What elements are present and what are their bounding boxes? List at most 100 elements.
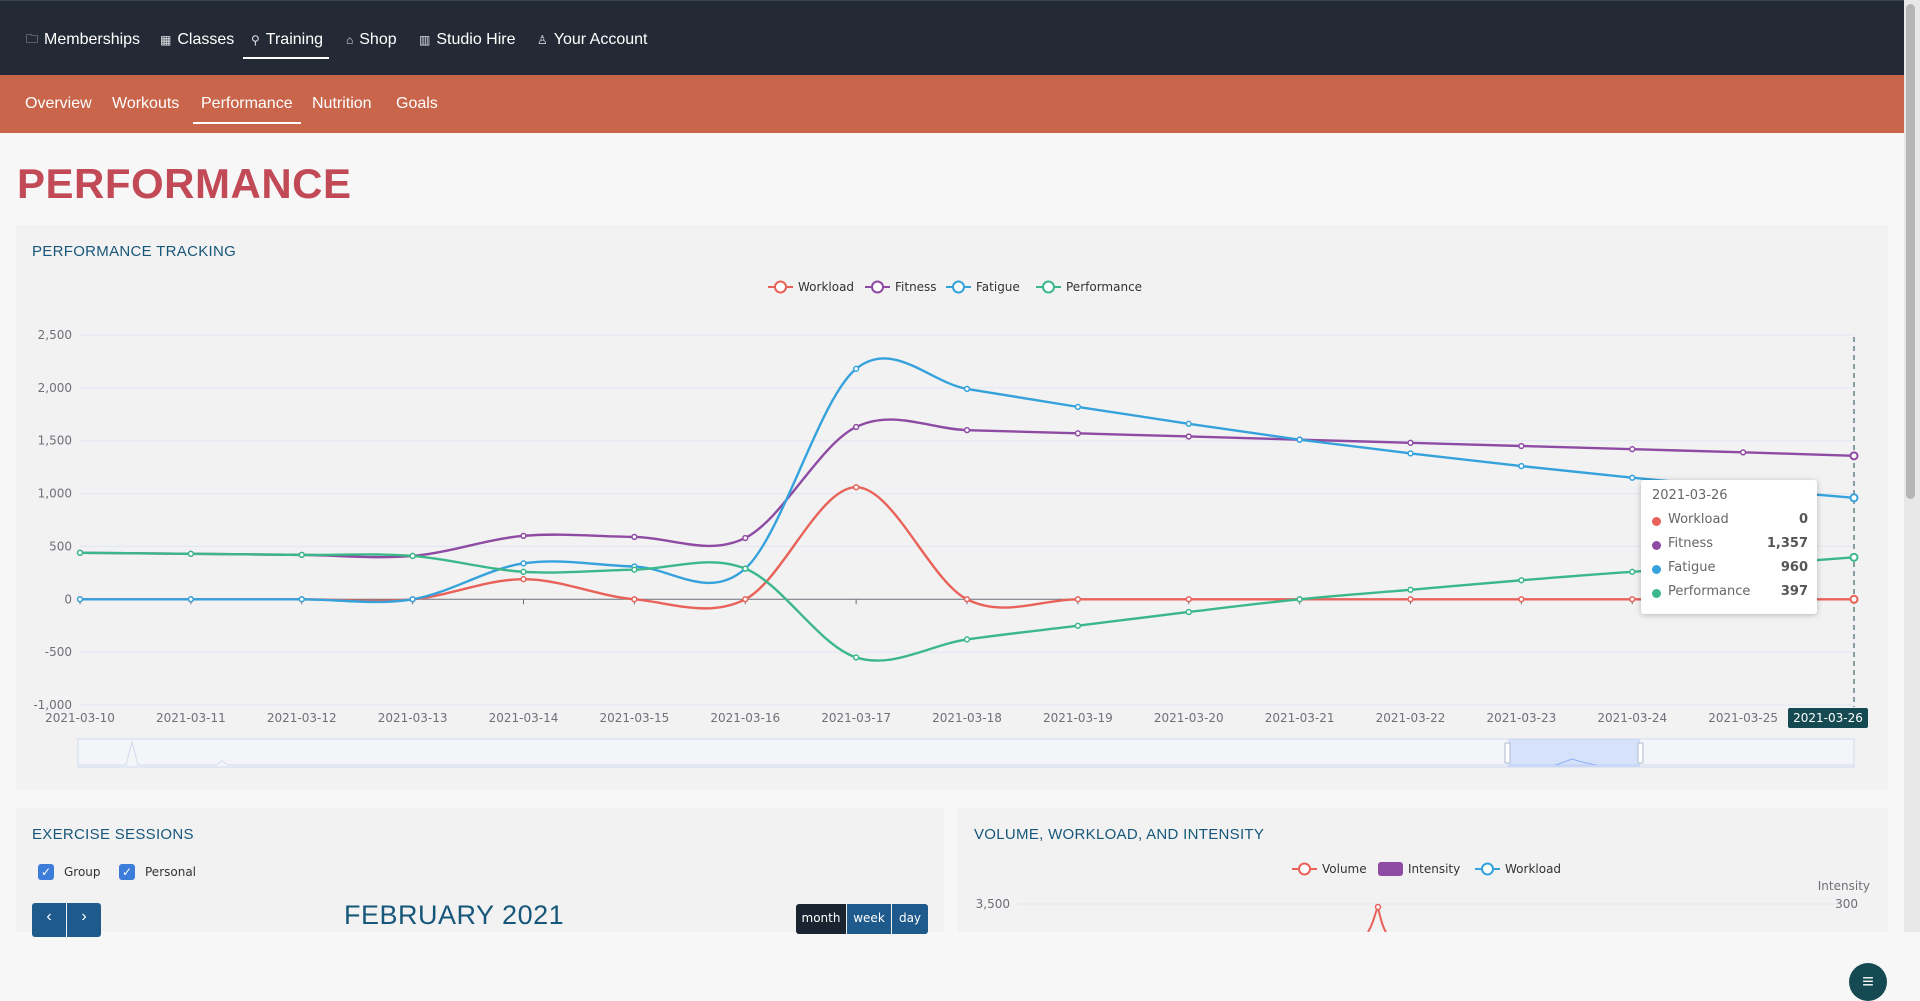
data-point-performance[interactable]: [1185, 608, 1192, 616]
data-point-fitness[interactable]: [1407, 439, 1414, 446]
subnav-overview[interactable]: Overview: [25, 95, 92, 112]
data-point-fatigue[interactable]: [852, 365, 860, 372]
group-filter-label: Group: [64, 865, 101, 879]
data-point-fatigue[interactable]: [963, 385, 971, 393]
data-point-workload[interactable]: [1185, 596, 1192, 603]
legend-label-volume[interactable]: Volume: [1322, 862, 1367, 876]
legend-label-workload[interactable]: Workload: [1505, 862, 1561, 876]
nav-memberships[interactable]: 🗀 Memberships: [26, 26, 140, 54]
view-day-button[interactable]: day: [892, 904, 928, 934]
data-point-fitness[interactable]: [1629, 446, 1636, 453]
chart-menu-button[interactable]: ≡: [1849, 963, 1887, 1001]
legend-label-workload[interactable]: Workload: [798, 280, 854, 294]
performance-chart[interactable]: 2,5002,0001,5001,0005000-500-1,0002021-0…: [16, 225, 1888, 790]
data-point-fitness[interactable]: [1849, 451, 1859, 461]
legend-label-fatigue[interactable]: Fatigue: [976, 280, 1020, 294]
data-point-fitness[interactable]: [520, 532, 527, 540]
group-filter-checkbox[interactable]: ✓ Group: [38, 864, 101, 880]
data-point-fatigue[interactable]: [1629, 474, 1636, 481]
data-point-fitness[interactable]: [963, 426, 971, 434]
data-point-fatigue[interactable]: [76, 596, 84, 603]
data-point-workload[interactable]: [631, 596, 638, 603]
data-point-workload[interactable]: [1074, 596, 1082, 603]
nav-classes[interactable]: ▦ Classes: [160, 26, 234, 54]
data-point-fatigue[interactable]: [1407, 450, 1414, 457]
data-point-fatigue[interactable]: [520, 560, 527, 567]
nav-shop[interactable]: ⌂ Shop: [346, 26, 397, 54]
data-point-performance[interactable]: [1296, 596, 1303, 603]
nav-your-account[interactable]: ♙ Your Account: [537, 26, 647, 54]
y-tick-label: -500: [45, 645, 72, 659]
data-point-performance[interactable]: [298, 551, 305, 559]
legend-marker-workload[interactable]: [1481, 862, 1494, 876]
performance-tracking-card: PERFORMANCE TRACKING 2,500 2,000 1,500 1,00…: [16, 225, 1888, 1001]
data-point-fatigue[interactable]: [1518, 462, 1525, 470]
data-point-performance[interactable]: [1518, 577, 1525, 584]
scrollbar-thumb[interactable]: [1906, 4, 1915, 499]
data-point-workload[interactable]: [1849, 594, 1859, 604]
legend-marker-workload[interactable]: [774, 280, 787, 294]
datazoom-selection[interactable]: [1508, 739, 1640, 767]
data-point-fatigue[interactable]: [409, 596, 416, 603]
data-point-workload[interactable]: [742, 596, 749, 603]
legend-marker-performance[interactable]: [1042, 280, 1055, 294]
subnav-nutrition[interactable]: Nutrition: [312, 95, 372, 112]
calendar-next-button[interactable]: ›: [67, 903, 101, 937]
data-point-performance[interactable]: [963, 636, 971, 643]
data-point-performance[interactable]: [1074, 622, 1082, 629]
data-point-fatigue[interactable]: [187, 596, 195, 603]
data-point-fitness[interactable]: [631, 533, 638, 541]
data-point-workload[interactable]: [1518, 596, 1525, 603]
data-point-fitness[interactable]: [1518, 442, 1525, 450]
data-point-fitness[interactable]: [1185, 433, 1192, 440]
legend-label-intensity[interactable]: Intensity: [1408, 862, 1460, 876]
legend-label-performance[interactable]: Performance: [1066, 280, 1142, 294]
data-point-fatigue[interactable]: [1849, 493, 1859, 503]
subnav-workouts[interactable]: Workouts: [112, 95, 180, 112]
subnav-goals[interactable]: Goals: [396, 95, 438, 112]
x-tick-label: 2021-03-14: [489, 711, 559, 725]
data-point-performance[interactable]: [187, 550, 195, 557]
legend-marker-volume[interactable]: [1298, 862, 1311, 876]
data-point-performance[interactable]: [631, 566, 638, 573]
data-point-volume[interactable]: [1374, 903, 1382, 911]
y-tick-label: 0: [64, 592, 72, 606]
data-point-fatigue[interactable]: [1185, 420, 1192, 427]
data-point-fitness[interactable]: [1074, 430, 1082, 437]
data-point-performance[interactable]: [409, 552, 416, 560]
data-point-performance[interactable]: [852, 654, 860, 661]
personal-filter-checkbox[interactable]: ✓ Personal: [119, 864, 196, 880]
data-point-performance[interactable]: [1407, 586, 1414, 593]
data-point-workload[interactable]: [963, 596, 971, 603]
data-point-fatigue[interactable]: [1296, 436, 1303, 443]
legend-label-fitness[interactable]: Fitness: [895, 280, 937, 294]
datazoom-track[interactable]: [77, 738, 1855, 768]
data-point-fitness[interactable]: [852, 423, 860, 431]
data-point-performance[interactable]: [1629, 568, 1636, 575]
data-point-workload[interactable]: [1629, 596, 1636, 603]
data-point-fitness[interactable]: [742, 534, 749, 542]
nav-label: Classes: [177, 31, 235, 48]
data-point-workload[interactable]: [1407, 596, 1414, 603]
data-point-fatigue[interactable]: [298, 596, 305, 603]
data-point-fatigue[interactable]: [1074, 403, 1082, 411]
volume-chart[interactable]: Volume Intensity Workload Intensity 3,500 300: [958, 808, 1888, 932]
datazoom-left-handle[interactable]: [1504, 742, 1511, 764]
view-month-button[interactable]: month: [796, 904, 846, 934]
calendar-prev-button[interactable]: ‹: [32, 903, 66, 937]
data-point-performance[interactable]: [76, 549, 84, 556]
data-point-performance[interactable]: [742, 565, 749, 572]
nav-studio-hire[interactable]: ▥ Studio Hire: [419, 26, 516, 54]
legend-marker-intensity[interactable]: [1378, 862, 1403, 876]
legend-marker-fatigue[interactable]: [952, 280, 965, 294]
data-point-performance[interactable]: [1849, 552, 1859, 562]
data-point-workload[interactable]: [520, 576, 527, 583]
data-point-fitness[interactable]: [1739, 449, 1747, 456]
legend-marker-fitness[interactable]: [871, 280, 884, 294]
subnav-performance[interactable]: Performance: [193, 95, 301, 124]
view-week-button[interactable]: week: [847, 904, 891, 934]
data-point-workload[interactable]: [852, 484, 860, 491]
nav-training[interactable]: ⚲ Training: [242, 26, 330, 59]
data-point-performance[interactable]: [520, 568, 527, 575]
datazoom-right-handle[interactable]: [1637, 742, 1644, 764]
